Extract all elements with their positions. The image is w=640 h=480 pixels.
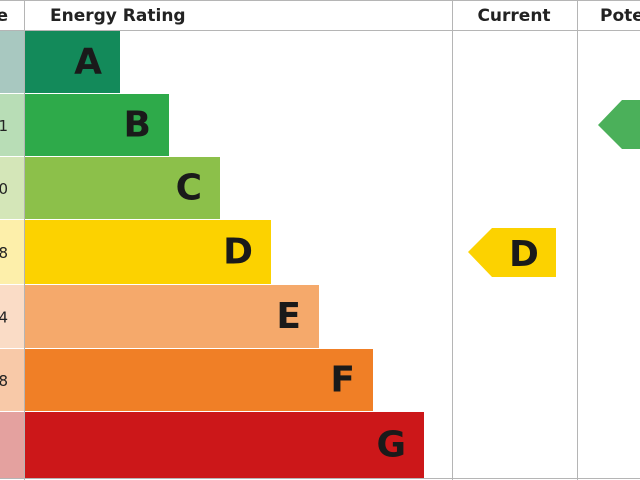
band-letter: E xyxy=(276,296,301,337)
current-arrow xyxy=(468,228,556,277)
band-letter: C xyxy=(176,168,202,209)
band-letter: G xyxy=(376,425,406,466)
band-bar xyxy=(25,220,271,284)
band-bar xyxy=(25,157,220,219)
score-range: 8 xyxy=(0,372,8,390)
band-letter: B xyxy=(124,105,151,146)
band-bar xyxy=(25,285,319,348)
score-cell xyxy=(0,412,24,478)
rating-header: Energy Rating xyxy=(50,6,186,26)
score-cell xyxy=(0,31,24,93)
band-bar xyxy=(25,31,120,93)
score-header: e xyxy=(0,6,8,26)
band-letter: A xyxy=(74,42,102,83)
score-range: 1 xyxy=(0,117,8,135)
rows: A 1 B 0 C 8 D 4 E 8 FG xyxy=(0,31,424,478)
band-bar xyxy=(25,94,169,156)
current-letter: D xyxy=(509,234,539,275)
score-range: 8 xyxy=(0,244,8,262)
band-bar xyxy=(25,349,373,411)
score-cell xyxy=(0,285,24,348)
score-cell xyxy=(0,157,24,219)
score-range: 4 xyxy=(0,309,8,327)
current-header: Current xyxy=(477,6,550,26)
score-cell xyxy=(0,94,24,156)
potential-header: Pote xyxy=(600,6,640,26)
score-cell xyxy=(0,220,24,284)
potential-arrow xyxy=(598,100,640,149)
band-letter: D xyxy=(223,232,253,273)
band-letter: F xyxy=(330,360,355,401)
score-range: 0 xyxy=(0,180,8,198)
band-bar xyxy=(25,412,424,478)
score-cell xyxy=(0,349,24,411)
